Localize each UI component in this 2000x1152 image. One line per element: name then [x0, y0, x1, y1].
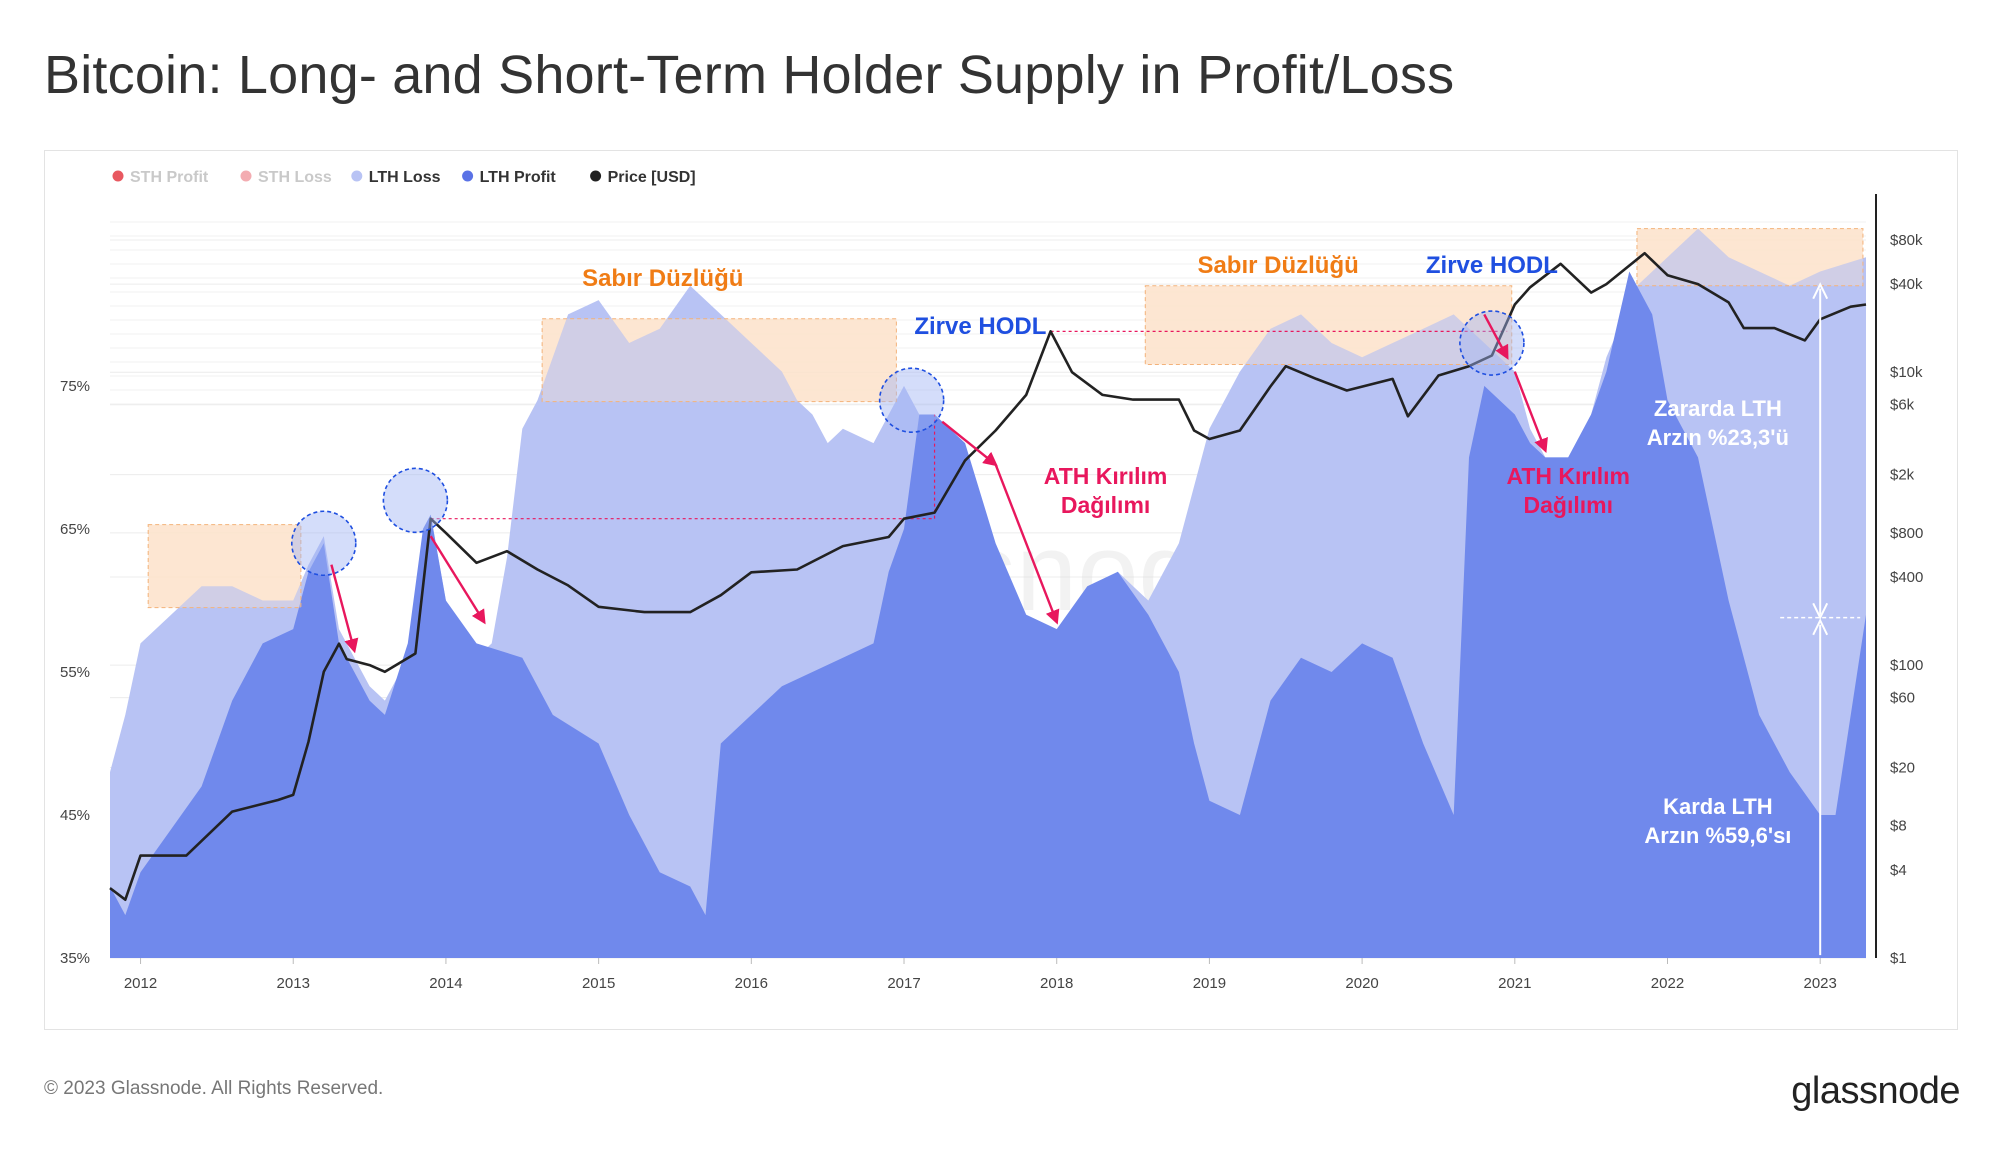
y-right-label-3: $20: [1890, 759, 1915, 776]
x-tick-label-3: 2015: [582, 975, 615, 992]
annotation-1: Sabır Düzlüğü: [1197, 252, 1358, 279]
legend-label-2: LTH Loss: [369, 169, 441, 186]
legend: STH Profit STH Loss LTH Loss LTH Profit Pric…: [112, 169, 696, 186]
hodl-circle-0: [290, 510, 357, 577]
price-line: [109, 251, 1867, 901]
y-right-label-7: $800: [1890, 525, 1923, 542]
annotation-3: Zirve HODL: [1426, 252, 1558, 279]
arrow-0: [330, 564, 359, 654]
x-tick-label-10: 2022: [1651, 975, 1684, 992]
arrows: [330, 282, 1861, 956]
y-left-label-2: 55%: [60, 664, 90, 681]
annotation-6-line2: Arzın %23,3'ü: [1647, 425, 1789, 450]
y-axis-left: 35% 45% 55% 65% 75%: [60, 378, 90, 967]
x-tick-label-1: 2013: [277, 975, 310, 992]
y-right-label-11: $40k: [1890, 276, 1923, 293]
annotation-5-line2: Dağılımı: [1524, 492, 1613, 518]
x-tick-label-2: 2014: [429, 975, 462, 992]
legend-dot-0: [112, 170, 124, 182]
annotation-7: Karda LTH: [1663, 794, 1773, 819]
arrow-3: [994, 464, 1060, 625]
legend-label-4: Price [USD]: [608, 169, 696, 186]
y-right-label-2: $8: [1890, 818, 1907, 835]
y-left-label-1: 45%: [60, 807, 90, 824]
y-right-label-9: $6k: [1890, 397, 1915, 414]
y-left-label-3: 65%: [60, 521, 90, 538]
patience-box-2: [1144, 285, 1513, 365]
annotation-4-line2: Dağılımı: [1061, 492, 1150, 518]
y-right-label-6: $400: [1890, 569, 1923, 586]
annotations: Sabır Düzlüğü Sabır Düzlüğü Zirve HODL Zirv…: [582, 252, 1791, 848]
x-tick-label-11: 2023: [1804, 975, 1837, 992]
y-right-label-0: $1: [1890, 950, 1907, 967]
y-right-label-4: $60: [1890, 690, 1915, 707]
y-right-label-1: $4: [1890, 862, 1907, 879]
footer-copyright: © 2023 Glassnode. All Rights Reserved.: [44, 1078, 384, 1099]
annotation-5: ATH Kırılım: [1506, 463, 1630, 489]
y-right-label-8: $2k: [1890, 467, 1915, 484]
annotation-7-line2: Arzın %59,6'sı: [1644, 823, 1791, 848]
footer-logo: glassnode: [1791, 1070, 1960, 1112]
arrow-1: [429, 535, 486, 625]
areas: [110, 228, 1866, 959]
patience-box-0: [147, 524, 302, 609]
white-arrowhead-split: [1812, 602, 1829, 620]
annotation-2: Zirve HODL: [914, 313, 1046, 340]
orange-overlays: [147, 228, 1864, 609]
y-right-label-10: $10k: [1890, 364, 1923, 381]
legend-label-0: STH Profit: [130, 169, 209, 186]
x-tick-label-7: 2019: [1193, 975, 1226, 992]
x-tick-label-5: 2017: [887, 975, 920, 992]
x-tick-label-4: 2016: [735, 975, 768, 992]
legend-dot-3: [462, 170, 474, 182]
y-left-label-0: 35%: [60, 950, 90, 967]
legend-label-3: LTH Profit: [480, 169, 557, 186]
white-arrowhead-loss: [1812, 282, 1829, 300]
price-line-group: [109, 251, 1867, 901]
annotation-6: Zararda LTH: [1654, 396, 1782, 421]
y-right-label-5: $100: [1890, 657, 1923, 674]
reference-lines: [430, 330, 1508, 520]
legend-dot-2: [351, 170, 363, 182]
x-tick-label-6: 2018: [1040, 975, 1073, 992]
arrow-2: [941, 420, 998, 467]
arrow-4: [1483, 313, 1509, 360]
legend-dot-4: [590, 170, 602, 182]
hodl-circle-2: [878, 367, 945, 434]
arrow-5: [1513, 371, 1548, 453]
annotation-0: Sabır Düzlüğü: [582, 265, 743, 292]
y-left-label-4: 75%: [60, 378, 90, 395]
white-arrowhead-profit: [1812, 618, 1829, 636]
area-lth-profit: [110, 271, 1866, 958]
x-tick-label-8: 2020: [1345, 975, 1378, 992]
hodl-circle-1: [382, 467, 449, 534]
annotation-4: ATH Kırılım: [1044, 463, 1168, 489]
hodl-circle-3: [1459, 310, 1525, 376]
x-axis: 2012 2013 2014 2015 2016 2017 2018 2019 2020 2021…: [124, 958, 1837, 992]
legend-dot-1: [240, 170, 252, 182]
chart-title: Bitcoin: Long- and Short-Term Holder Sup…: [44, 45, 1455, 105]
patience-box-1: [541, 318, 897, 403]
y-right-label-12: $80k: [1890, 232, 1923, 249]
y-axis-right: $1 $4 $8 $20 $60 $100 $400 $800 $2k $6k $10k $40k $8…: [1875, 194, 1923, 967]
x-tick-label-0: 2012: [124, 975, 157, 992]
x-tick-label-9: 2021: [1498, 975, 1531, 992]
legend-label-1: STH Loss: [258, 169, 332, 186]
